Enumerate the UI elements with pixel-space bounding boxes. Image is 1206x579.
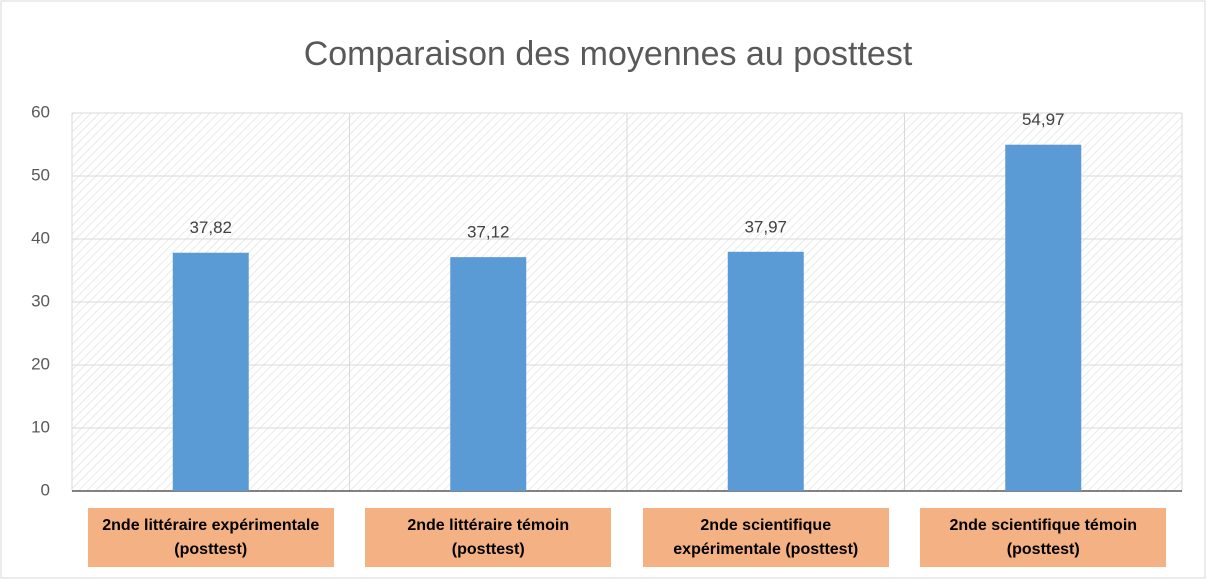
- y-tick-label: 50: [31, 165, 50, 184]
- x-tick-label: 2nde scientifique témoin (posttest): [920, 508, 1167, 567]
- bar: [727, 251, 804, 491]
- y-tick-label: 0: [41, 480, 50, 499]
- y-tick-label: 30: [31, 291, 50, 310]
- value-label: 37,97: [744, 217, 787, 236]
- y-tick-label: 20: [31, 354, 50, 373]
- y-tick-label: 60: [31, 102, 50, 121]
- y-tick-label: 10: [31, 417, 50, 436]
- chart-title: Comparaison des moyennes au posttest: [304, 35, 913, 73]
- y-tick-label: 40: [31, 228, 50, 247]
- x-tick-label: 2nde littéraire témoin (posttest): [365, 508, 612, 567]
- x-tick-label: 2nde scientifique expérimentale (posttes…: [642, 508, 889, 567]
- value-label: 54,97: [1022, 110, 1065, 129]
- bar: [1005, 144, 1082, 491]
- x-tick-label: 2nde littéraire expérimentale (posttest): [87, 508, 334, 567]
- bar: [172, 252, 249, 491]
- bar: [450, 257, 527, 491]
- value-label: 37,82: [189, 218, 232, 237]
- value-label: 37,12: [467, 223, 510, 242]
